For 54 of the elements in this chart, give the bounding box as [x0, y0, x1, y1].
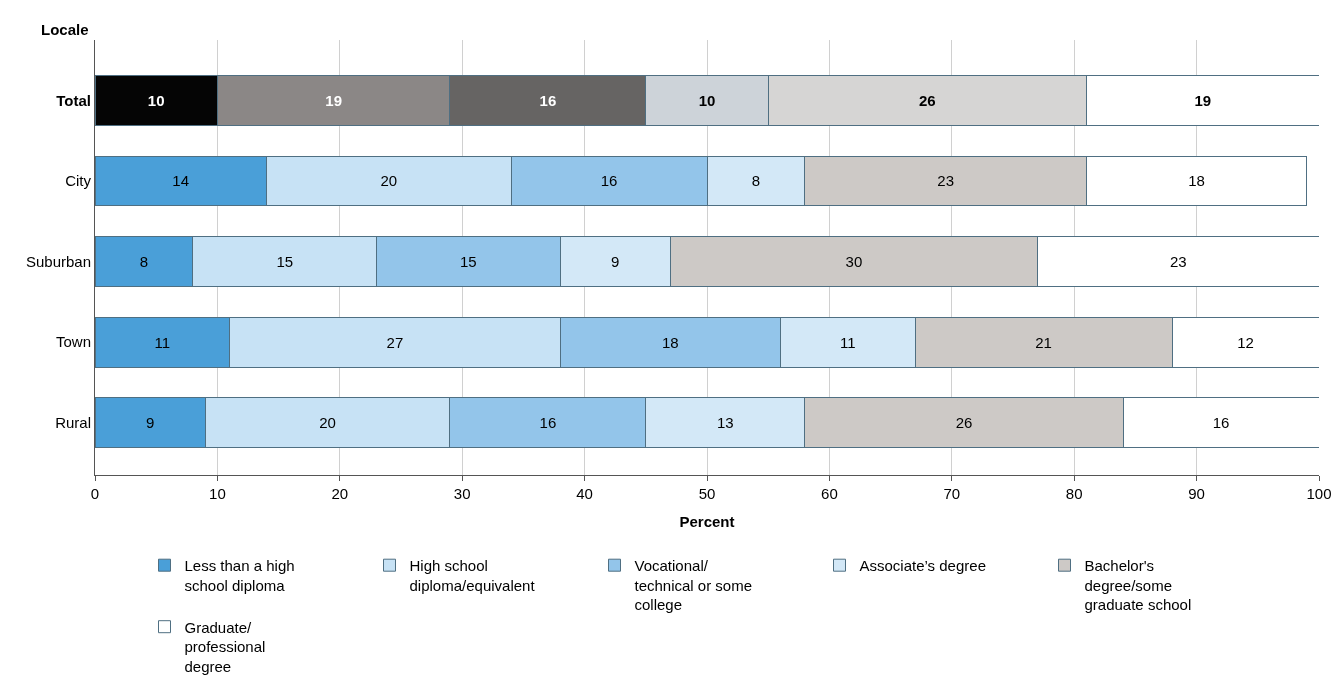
data-label: 13	[717, 414, 734, 432]
data-label: 16	[539, 91, 557, 109]
x-tick-label: 70	[943, 485, 961, 502]
data-label: 16	[600, 172, 618, 190]
data-label: 14	[172, 172, 190, 190]
data-label: 26	[955, 414, 973, 432]
y-tick-label: Total	[56, 91, 91, 109]
legend-label: Graduate/ professional degree	[184, 618, 266, 675]
data-label: 21	[1035, 333, 1052, 351]
data-label: 10	[147, 91, 165, 109]
x-tick-label: 30	[453, 485, 471, 502]
data-label: 15	[276, 253, 294, 271]
data-label: 30	[845, 253, 863, 271]
data-label: 8	[139, 253, 149, 271]
x-tick-label: 100	[1306, 485, 1332, 502]
data-label: 20	[319, 414, 336, 432]
data-label: 16	[539, 414, 557, 432]
x-tick-label: 50	[698, 485, 716, 502]
data-label: 15	[459, 253, 477, 271]
x-tick-label: 0	[90, 485, 100, 502]
data-label: 27	[386, 333, 404, 351]
data-label: 16	[1212, 414, 1230, 432]
y-axis-title: Locale	[41, 21, 89, 38]
data-label: 10	[698, 91, 716, 109]
y-tick-label: Rural	[55, 413, 91, 431]
data-label: 8	[751, 172, 761, 190]
data-label: 18	[1188, 172, 1205, 190]
data-label: 26	[918, 91, 936, 109]
x-tick-label: 10	[209, 485, 226, 502]
x-tick-label: 60	[821, 485, 838, 502]
legend-label: High school diploma/equivalent	[409, 557, 536, 594]
legend-label: Less than a high school diploma	[184, 557, 295, 594]
data-label: 9	[145, 414, 155, 432]
data-label: 18	[661, 333, 679, 351]
y-tick-label: City	[65, 172, 92, 190]
y-tick-label: Town	[55, 333, 91, 351]
data-label: 23	[1169, 253, 1187, 271]
y-tick-label: Suburban	[25, 252, 91, 270]
data-label: 9	[611, 253, 620, 271]
data-label: 19	[1194, 91, 1212, 109]
x-tick-label: 20	[331, 485, 349, 502]
legend-label: Vocational/ technical or some college	[634, 557, 753, 614]
data-label: 19	[325, 91, 343, 109]
x-axis-title: Percent	[679, 513, 735, 530]
x-tick-label: 40	[576, 485, 593, 502]
legend-label: Bachelor's degree/some graduate school	[1084, 557, 1192, 614]
data-label: 11	[154, 333, 171, 351]
x-tick-label: 90	[1188, 485, 1205, 502]
x-tick-label: 80	[1065, 485, 1083, 502]
data-label: 23	[937, 172, 955, 190]
legend-label: Associate’s degree	[859, 557, 986, 575]
data-label: 11	[839, 333, 856, 351]
data-label: 20	[380, 172, 398, 190]
data-label: 12	[1237, 333, 1254, 351]
